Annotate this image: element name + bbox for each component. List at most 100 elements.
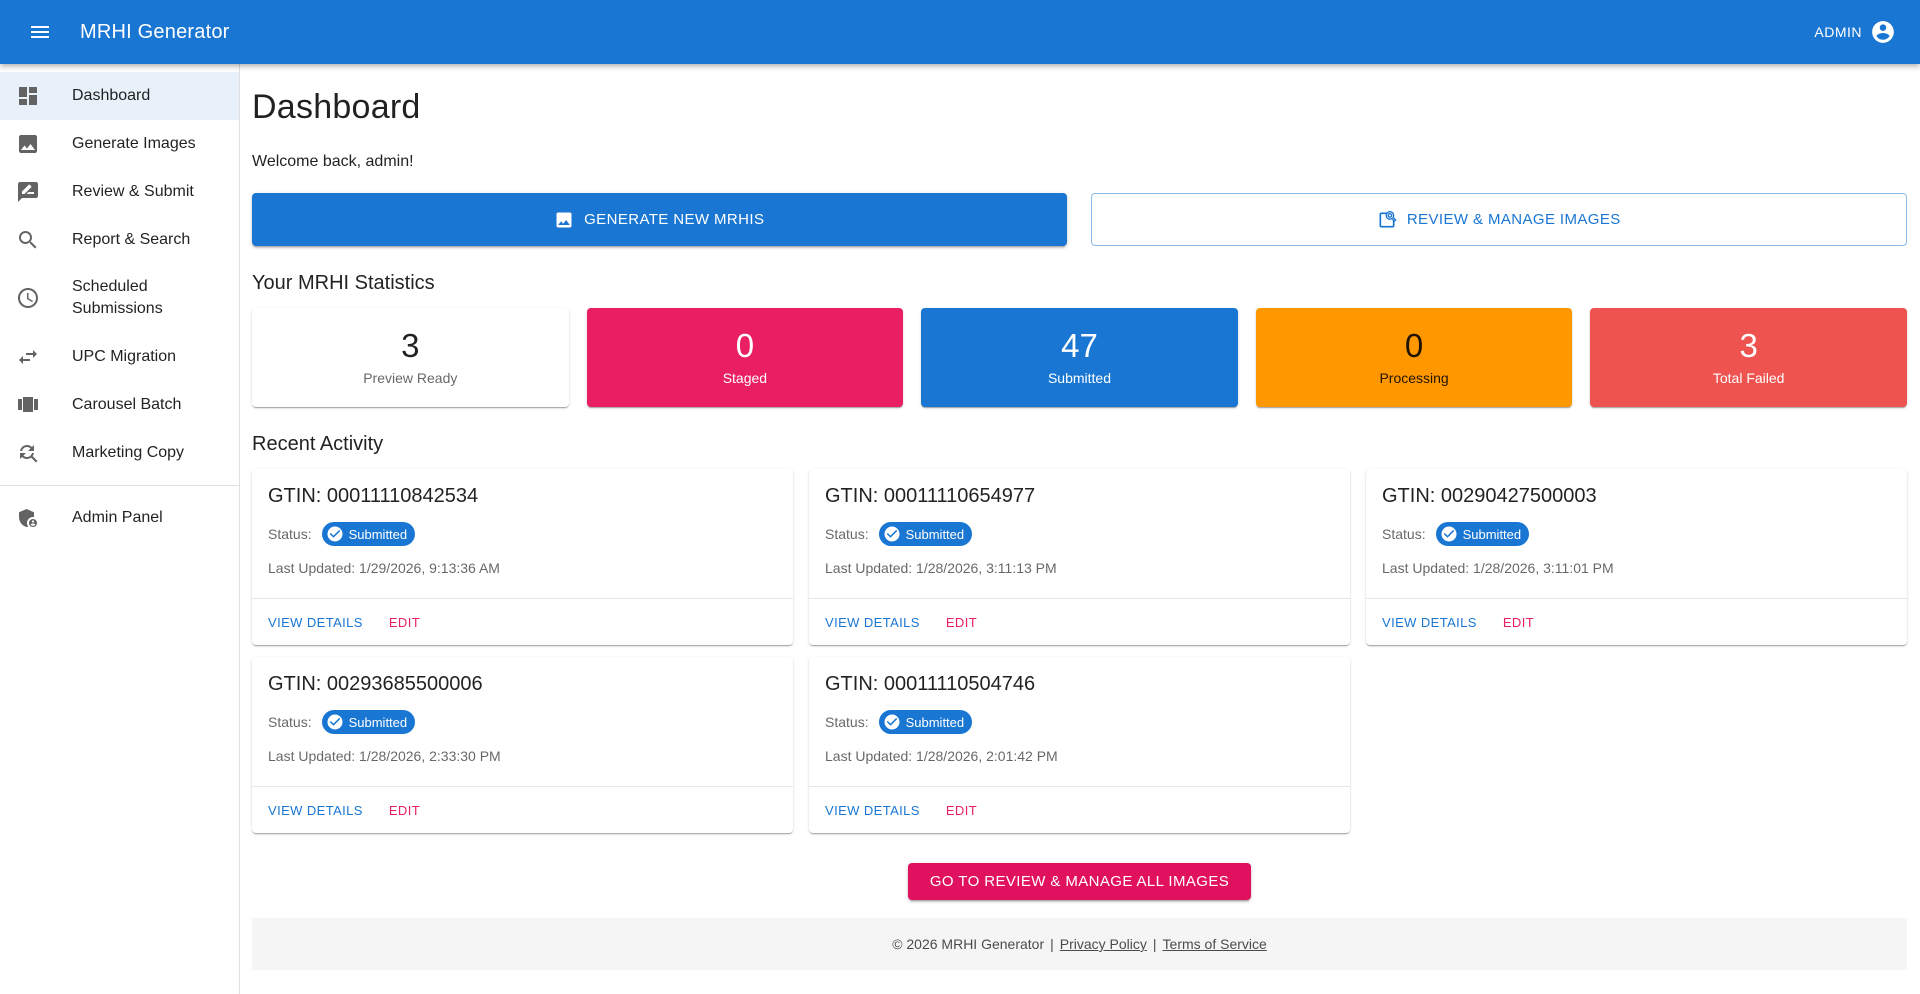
status-badge-label: Submitted	[348, 714, 408, 730]
sidebar-nav: Dashboard Generate Images Review & Submi…	[0, 64, 240, 994]
gtin-title: GTIN: 00290427500003	[1382, 485, 1597, 507]
sidebar-item-review-submit[interactable]: Review & Submit	[0, 168, 239, 216]
card-divider	[809, 786, 1350, 787]
card-divider	[1366, 598, 1907, 599]
review-manage-images-button[interactable]: REVIEW & MANAGE IMAGES	[1090, 193, 1907, 246]
last-updated-text: Last Updated: 1/28/2026, 2:01:42 PM	[825, 748, 1058, 764]
view-details-button[interactable]: VIEW DETAILS	[268, 611, 363, 634]
footer: © 2026 MRHI Generator | Privacy Policy |…	[252, 918, 1907, 970]
check-circle-icon	[326, 525, 344, 543]
sidebar-item-label: Admin Panel	[72, 508, 163, 526]
welcome-message: Welcome back, admin!	[252, 153, 414, 170]
stat-card-staged: 0 Staged	[586, 308, 904, 407]
menu-button[interactable]	[16, 8, 64, 56]
status-row: Status: Submitted	[1382, 522, 1891, 546]
sidebar-item-generate-images[interactable]: Generate Images	[0, 120, 239, 168]
activity-card-body: GTIN: 00011110504746 Status: Submitted L…	[809, 657, 1350, 786]
activity-card: GTIN: 00290427500003 Status: Submitted L…	[1366, 469, 1907, 645]
image-search-icon	[1377, 210, 1397, 230]
sidebar-item-report-search[interactable]: Report & Search	[0, 216, 239, 264]
status-badge: Submitted	[878, 522, 973, 546]
copyright-text: © 2026 MRHI Generator	[892, 936, 1045, 952]
user-menu[interactable]: ADMIN	[1814, 19, 1896, 45]
gtin-title: GTIN: 00011110504746	[825, 673, 1036, 695]
edit-button[interactable]: EDIT	[946, 611, 977, 634]
card-divider	[252, 598, 793, 599]
stat-label: Total Failed	[1712, 370, 1785, 386]
stat-value: 47	[1061, 327, 1098, 364]
image-icon	[554, 210, 574, 230]
app-bar: MRHI Generator ADMIN	[0, 0, 1920, 64]
edit-button[interactable]: EDIT	[946, 799, 977, 822]
sidebar-item-label: Report & Search	[72, 230, 191, 248]
status-label: Status:	[825, 714, 869, 730]
recent-activity-grid: GTIN: 00011110842534 Status: Submitted L…	[252, 469, 1907, 833]
check-circle-icon	[883, 713, 901, 731]
generate-button-label: GENERATE NEW MRHIS	[584, 211, 765, 228]
sidebar-item-label: Generate Images	[72, 134, 196, 152]
stat-label: Preview Ready	[363, 370, 458, 386]
sidebar-item-label: Review & Submit	[72, 182, 194, 200]
user-label: ADMIN	[1814, 24, 1862, 40]
swap-arrows-icon	[16, 345, 40, 369]
view-details-button[interactable]: VIEW DETAILS	[1382, 611, 1477, 634]
stat-value: 0	[735, 327, 755, 364]
sidebar-item-label: UPC Migration	[72, 347, 177, 365]
view-details-button[interactable]: VIEW DETAILS	[825, 799, 920, 822]
card-actions: VIEW DETAILS EDIT	[252, 599, 793, 645]
sidebar-item-scheduled-submissions[interactable]: Scheduled Submissions	[0, 264, 239, 333]
search-icon	[16, 228, 40, 252]
account-circle-icon	[1870, 19, 1896, 45]
gtin-title: GTIN: 00011110654977	[825, 485, 1036, 507]
sidebar-item-carousel-batch[interactable]: Carousel Batch	[0, 381, 239, 429]
gtin-title: GTIN: 00011110842534	[268, 485, 479, 507]
status-badge: Submitted	[1435, 522, 1530, 546]
image-icon	[16, 132, 40, 156]
sidebar-item-dashboard[interactable]: Dashboard	[0, 72, 239, 120]
generate-new-mrhis-button[interactable]: GENERATE NEW MRHIS	[252, 193, 1067, 246]
sidebar-item-admin-panel[interactable]: Admin Panel	[0, 494, 239, 542]
footer-separator: |	[1152, 936, 1157, 952]
stat-value: 3	[401, 327, 420, 364]
card-actions: VIEW DETAILS EDIT	[1366, 599, 1907, 645]
sidebar-item-label: Carousel Batch	[72, 395, 182, 413]
status-badge-label: Submitted	[905, 526, 965, 542]
view-details-button[interactable]: VIEW DETAILS	[268, 799, 363, 822]
recent-activity-heading: Recent Activity	[252, 433, 384, 455]
last-updated-text: Last Updated: 1/29/2026, 9:13:36 AM	[268, 560, 500, 576]
status-label: Status:	[268, 526, 312, 542]
stat-card-preview-ready: 3 Preview Ready	[252, 308, 569, 407]
card-divider	[252, 786, 793, 787]
stat-card-submitted: 47 Submitted	[921, 308, 1238, 407]
edit-button[interactable]: EDIT	[389, 799, 420, 822]
activity-card-body: GTIN: 00011110654977 Status: Submitted L…	[809, 469, 1350, 598]
stats-row: 3 Preview Ready 0 Staged 47 Submitted 0 …	[252, 308, 1907, 407]
stats-heading: Your MRHI Statistics	[252, 272, 435, 294]
privacy-policy-link[interactable]: Privacy Policy	[1059, 936, 1147, 952]
status-badge-label: Submitted	[905, 714, 965, 730]
go-to-review-manage-button[interactable]: GO TO REVIEW & MANAGE ALL IMAGES	[907, 863, 1252, 900]
view-details-button[interactable]: VIEW DETAILS	[825, 611, 920, 634]
page-title: Dashboard	[252, 88, 421, 126]
main-content: Dashboard Welcome back, admin! GENERATE …	[240, 64, 1920, 994]
last-updated-text: Last Updated: 1/28/2026, 3:11:13 PM	[825, 560, 1057, 576]
stat-card-total-failed: 3 Total Failed	[1590, 308, 1907, 407]
last-updated-text: Last Updated: 1/28/2026, 2:33:30 PM	[268, 748, 501, 764]
status-badge: Submitted	[878, 710, 973, 734]
rate-review-icon	[16, 180, 40, 204]
dashboard-icon	[16, 84, 40, 108]
activity-card: GTIN: 00011110504746 Status: Submitted L…	[809, 657, 1350, 833]
sidebar-item-marketing-copy[interactable]: Marketing Copy	[0, 429, 239, 477]
activity-card: GTIN: 00011110842534 Status: Submitted L…	[252, 469, 793, 645]
sidebar-item-upc-migration[interactable]: UPC Migration	[0, 333, 239, 381]
edit-button[interactable]: EDIT	[1503, 611, 1534, 634]
terms-of-service-link[interactable]: Terms of Service	[1162, 936, 1267, 952]
find-replace-icon	[16, 441, 40, 465]
edit-button[interactable]: EDIT	[389, 611, 420, 634]
carousel-icon	[16, 393, 40, 417]
status-label: Status:	[268, 714, 312, 730]
last-updated-text: Last Updated: 1/28/2026, 3:11:01 PM	[1382, 560, 1614, 576]
activity-card-body: GTIN: 00290427500003 Status: Submitted L…	[1366, 469, 1907, 598]
gtin-title: GTIN: 00293685500006	[268, 673, 483, 695]
check-circle-icon	[883, 525, 901, 543]
